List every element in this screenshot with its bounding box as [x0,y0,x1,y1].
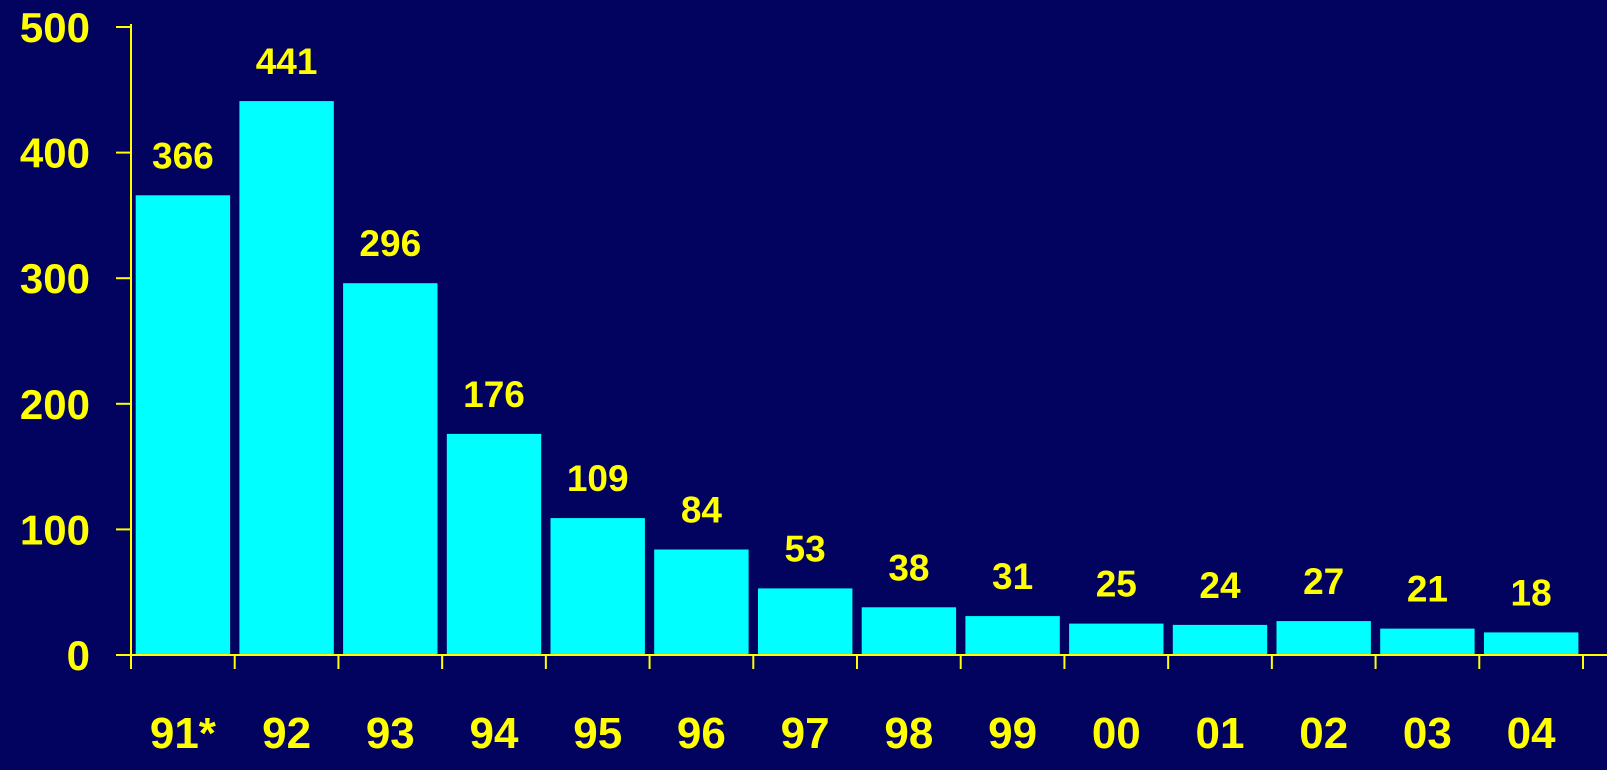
bar-13 [1484,632,1579,655]
x-tick-label-8: 99 [988,709,1037,758]
bar-3 [446,433,542,655]
axes-layer [116,24,1607,669]
x-tick-label-6: 97 [781,709,830,758]
y-tick-label-1: 100 [20,506,90,553]
bar-7 [861,607,957,655]
x-tick-label-1: 92 [262,709,311,758]
x-tick-label-12: 03 [1403,709,1452,758]
y-tick-label-5: 500 [20,4,90,51]
bar-2 [343,283,438,655]
bar-5 [654,549,749,655]
bar-11 [1276,621,1371,655]
bar-4 [550,518,645,655]
data-label-12: 21 [1407,569,1448,610]
data-label-4: 109 [567,458,629,499]
labels-layer: 366 91* 441 92 296 93 176 94 109 95 84 96 53 97 38 98 31… [20,4,1556,758]
bar-6 [758,588,853,655]
data-label-5: 84 [681,490,723,531]
y-tick-label-0: 0 [67,632,90,679]
bar-12 [1380,628,1475,655]
x-tick-label-5: 96 [677,709,726,758]
data-label-2: 296 [359,223,421,264]
bar-9 [1069,623,1164,655]
x-tick-label-0: 91* [150,709,217,758]
data-label-10: 24 [1199,565,1241,606]
data-label-1: 441 [256,41,318,82]
y-tick-label-2: 200 [20,381,90,428]
data-label-7: 38 [888,547,929,588]
y-tick-label-3: 300 [20,255,90,302]
bar-1 [239,101,334,656]
x-tick-label-7: 98 [884,709,933,758]
x-tick-label-3: 94 [470,709,519,758]
x-tick-label-10: 01 [1196,709,1245,758]
bar-8 [965,616,1060,655]
bar-10 [1172,624,1268,655]
x-tick-label-2: 93 [366,709,415,758]
data-label-8: 31 [992,556,1033,597]
data-label-6: 53 [785,528,826,569]
bar-0 [135,195,231,656]
y-tick-label-4: 400 [20,130,90,177]
x-tick-label-13: 04 [1507,709,1556,758]
x-tick-label-11: 02 [1299,709,1348,758]
data-label-9: 25 [1096,564,1137,605]
x-tick-label-9: 00 [1092,709,1141,758]
data-label-0: 366 [152,135,214,176]
bars-layer [135,101,1579,656]
data-label-11: 27 [1303,561,1344,602]
x-tick-label-4: 95 [573,709,622,758]
data-label-13: 18 [1511,572,1552,613]
data-label-3: 176 [463,374,525,415]
